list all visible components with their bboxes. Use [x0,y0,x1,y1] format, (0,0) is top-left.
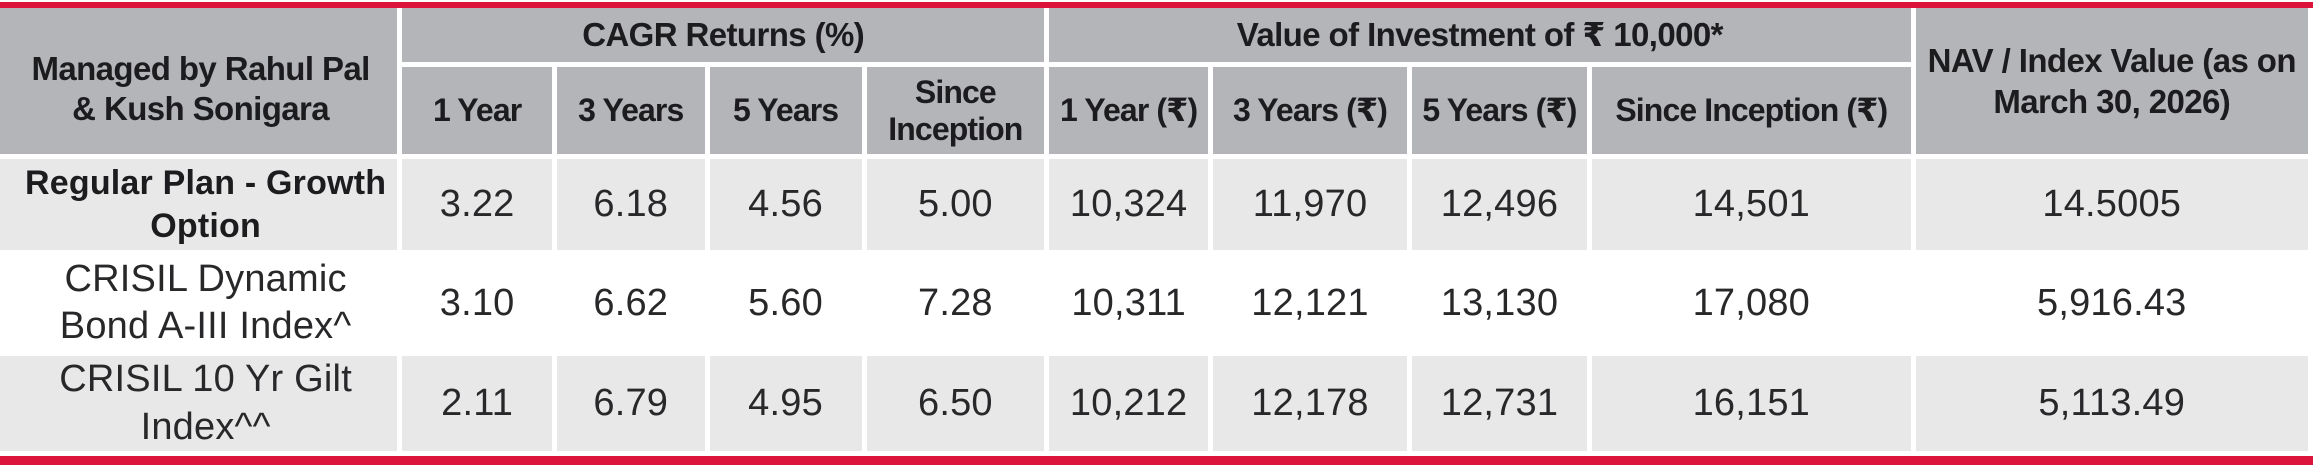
cell-value-1-year: 10,311 [1044,250,1214,357]
cell-value-since-inception: 14,501 [1587,154,1916,256]
fund-performance-table: Managed by Rahul Pal & Kush Sonigara CAG… [0,7,2313,457]
cell-cagr-since-inception: 5.00 [861,154,1050,256]
nav-index-value-header-cell: NAV / Index Value (as on March 30, 2026) [1910,7,2313,160]
cell-cagr-1-year: 2.11 [397,351,558,457]
top-white-gap [0,0,2313,2]
row-name: Regular Plan - Growth Option [0,154,403,256]
col-header-cagr-3-years: 3 Years [552,62,710,160]
cell-cagr-since-inception: 7.28 [861,250,1050,357]
cell-nav-value: 5,113.49 [1910,351,2313,457]
col-header-cagr-since-inception: Since Inception [861,62,1050,160]
cell-value-3-years: 12,121 [1208,250,1412,357]
col-header-value-5-years: 5 Years (₹) [1406,62,1593,160]
row-name: CRISIL 10 Yr Gilt Index^^ [0,351,403,457]
cell-value-1-year: 10,212 [1044,351,1214,457]
col-header-cagr-5-years: 5 Years [704,62,867,160]
cell-cagr-3-years: 6.18 [552,154,710,256]
cell-value-1-year: 10,324 [1044,154,1214,256]
row-name: CRISIL Dynamic Bond A-III Index^ [0,250,403,357]
group-header-row: Managed by Rahul Pal & Kush Sonigara CAG… [0,7,2313,160]
cell-value-3-years: 12,178 [1208,351,1412,457]
cell-cagr-5-years: 4.95 [704,351,867,457]
cell-value-5-years: 13,130 [1406,250,1593,357]
table-row-crisil-10yr-gilt-index: CRISIL 10 Yr Gilt Index^^ 2.11 6.79 4.95… [0,351,2313,457]
col-header-cagr-1-year: 1 Year [399,62,558,160]
bottom-accent-bar [0,456,2313,465]
cell-cagr-1-year: 3.22 [397,154,558,256]
sub-header-row: 1 Year 3 Years 5 Years Since Inception 1… [0,62,2311,160]
top-accent-bar [0,1,2313,8]
cell-cagr-since-inception: 6.50 [861,351,1050,457]
cell-cagr-5-years: 4.56 [704,154,867,256]
cagr-group-header: CAGR Returns (%) [397,7,1050,68]
investment-value-group-header: Value of Investment of ₹ 10,000* [1044,7,1916,68]
cell-nav-value: 14.5005 [1910,154,2313,256]
table-row-regular-plan-growth: Regular Plan - Growth Option 3.22 6.18 4… [0,154,2313,256]
bottom-white-gap [0,464,2313,468]
cell-cagr-5-years: 5.60 [704,250,867,357]
cell-cagr-1-year: 3.10 [397,250,558,357]
cell-value-5-years: 12,496 [1406,154,1593,256]
table-row-crisil-dynamic-bond-index: CRISIL Dynamic Bond A-III Index^ 3.10 6.… [0,250,2313,357]
cell-cagr-3-years: 6.62 [552,250,710,357]
cell-value-5-years: 12,731 [1406,351,1593,457]
cell-value-3-years: 11,970 [1208,154,1412,256]
manager-header-cell: Managed by Rahul Pal & Kush Sonigara [0,7,403,160]
cell-value-since-inception: 17,080 [1587,250,1916,357]
cell-value-since-inception: 16,151 [1587,351,1916,457]
cell-cagr-3-years: 6.79 [552,351,710,457]
col-header-value-3-years: 3 Years (₹) [1208,62,1412,160]
col-header-value-1-year: 1 Year (₹) [1044,62,1214,160]
col-header-value-since-inception: Since Inception (₹) [1587,62,1916,160]
cell-nav-value: 5,916.43 [1910,250,2313,357]
